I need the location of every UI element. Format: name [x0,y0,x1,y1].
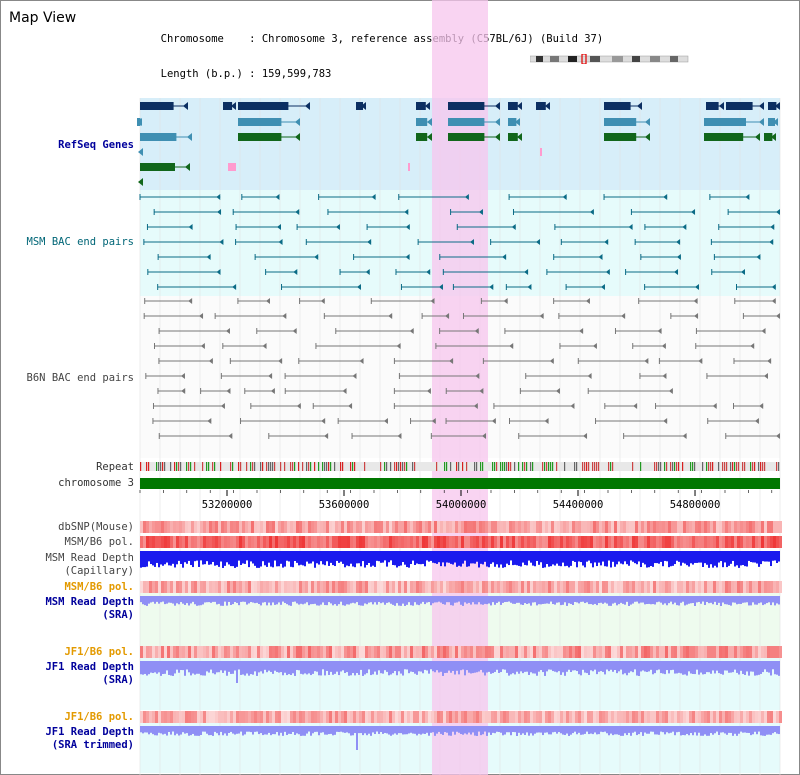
track-label-msm-b6-pol: MSM/B6 pol. [64,536,134,548]
page-title: Map View [9,10,77,26]
track-label-jf1-depth-trimmed: JF1 Read Depth [45,726,134,738]
length-line: Length (b.p.) : 159,599,783 [160,67,332,80]
track-label-jf1-depth: JF1 Read Depth [45,661,134,673]
track-label-jf1-b6-pol: JF1/B6 pol. [64,646,134,658]
ideogram-band [670,56,678,62]
track-label-repeat: Repeat [96,461,134,473]
track-label-msm-b6-pol-sra: MSM/B6 pol. [64,581,134,593]
chromosome-line: Chromosome : Chromosome 3, reference ass… [160,33,604,46]
track-label-jf1-b6-pol-trimmed: JF1/B6 pol. [64,711,134,723]
track-label-msm-depth-sra: MSM Read Depth [45,596,134,608]
coverage-line: Read coverage check span : 10,000 [148,137,357,150]
track-label-b6n-bac: B6N BAC end pairs [26,372,134,384]
track-label-msm-depth-sra-sub: (SRA) [102,609,134,621]
ideogram-band [612,56,623,62]
ideogram-band [550,56,559,62]
track-label-jf1-depth-trimmed-sub: (SRA trimmed) [51,739,134,751]
ideogram-current-region [581,54,587,64]
track-label-jf1-depth-sub: (SRA) [102,674,134,686]
ideogram-band [632,56,640,62]
ideogram-band [568,56,577,62]
track-label-msm-depth-capillary-sub: (Capillary) [64,565,134,577]
track-label-msm-bac: MSM BAC end pairs [26,236,134,248]
track-label-chromosome: chromosome 3 [58,477,134,489]
track-label-dbsnp: dbSNP(Mouse) [58,521,134,533]
ideogram-body [530,55,689,63]
ideogram-band [650,56,660,62]
info-block: Chromosome : Chromosome 3, reference ass… [148,11,603,162]
track-label-refseq: RefSeq Genes [58,139,134,151]
show-line: Show (b.p.) : 52,902,586-55,090,526 : 2,… [166,102,484,115]
track-label-msm-depth-capillary: MSM Read Depth [45,552,134,564]
chromosome-ideogram[interactable] [530,54,690,64]
ideogram-band [536,56,543,62]
ideogram-band [590,56,600,62]
